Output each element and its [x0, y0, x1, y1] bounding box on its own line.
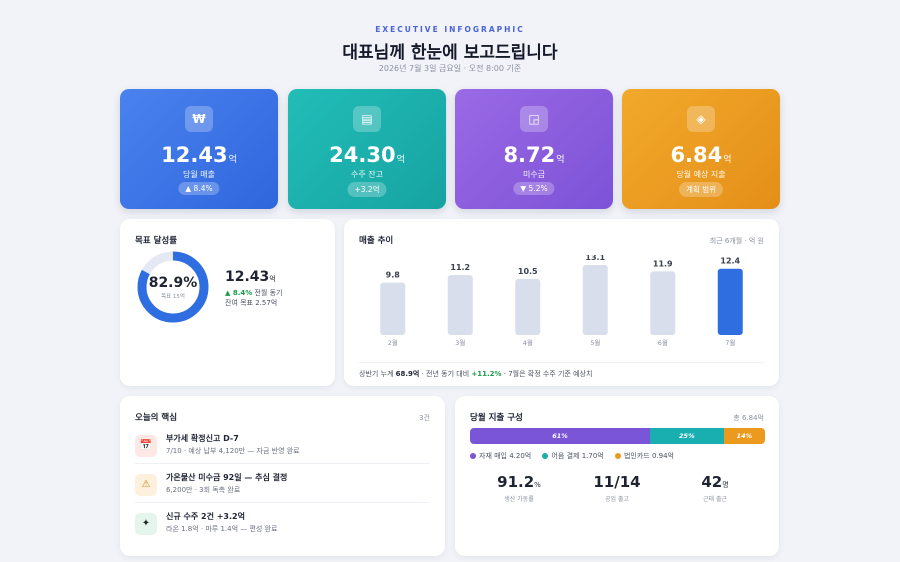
divider [135, 502, 430, 503]
bar-value-label: 11.2 [450, 263, 470, 272]
kpi-value: 12.43억 [161, 143, 237, 167]
goal-card: 목표 달성률 82.9% 목표 15억 12.43억 ▲ 8.4% 전월 동기 … [120, 219, 335, 386]
highlights-count: 3건 [419, 414, 430, 422]
kpi-card-backlog[interactable]: ▤ 24.30억 수주 잔고 +3.2억 [288, 89, 446, 209]
bar-value-label: 11.9 [653, 259, 673, 268]
goal-change: ▲ 8.4% 전월 동기 [225, 289, 283, 297]
kpi-badge: ▼ 5.2% [513, 182, 555, 195]
highlight-title: 가온물산 미수금 92일 — 추심 결정 [166, 473, 288, 482]
trend-note: 최근 6개월 · 억 원 [709, 237, 764, 245]
kpi-badge: +3.2억 [347, 182, 387, 197]
expense-segment: 61% [470, 428, 650, 444]
kpi-card-receivable[interactable]: ◲ 8.72억 미수금 ▼ 5.2% [455, 89, 613, 209]
page-title: 대표님께 한눈에 보고드립니다 [342, 43, 558, 63]
highlight-item[interactable]: ⚠ 가온물산 미수금 92일 — 추심 결정 6,200만 · 3회 독촉 완료 [135, 471, 430, 509]
calendar-icon: 📅 [135, 435, 157, 457]
sparkle-icon: ✦ [135, 513, 157, 535]
goal-remaining: 잔여 목표 2.57억 [225, 299, 278, 307]
bar-value-label: 12.4 [720, 257, 740, 266]
stat-attendance: 42명 근태 출근 [701, 473, 729, 503]
stat-shipping: 11/14 공임 출고 [593, 473, 641, 503]
stat-utilization: 91.2% 생산 가동률 [497, 473, 541, 503]
goal-value: 12.43억 [225, 269, 276, 285]
kpi-label: 미수금 [522, 170, 546, 179]
receivable-icon: ◲ [520, 106, 548, 132]
bar-value-label: 10.5 [518, 267, 538, 276]
revenue-trend-card: 매출 추이 최근 6개월 · 억 원 9.8 2월 11.2 3월 10.5 4월 13.1… [344, 219, 779, 386]
kpi-label: 수주 잔고 [351, 170, 383, 179]
goal-donut-arc [137, 251, 209, 323]
highlight-title: 부가세 확정신고 D-7 [166, 434, 239, 443]
legend-item: 법인카드 0.94억 [614, 452, 674, 460]
highlight-sub: 6,200만 · 3회 독촉 완료 [166, 486, 241, 494]
kpi-value: 8.72억 [503, 143, 565, 167]
highlights-card: 오늘의 핵심 3건 📅 부가세 확정신고 D-7 7/10 · 예상 납부 4,… [120, 396, 445, 556]
legend-item: 어음 결제 1.70억 [542, 452, 604, 460]
expense-total: 총 6.84억 [733, 414, 764, 422]
bar-4월[interactable] [515, 278, 541, 335]
x-tick-label: 5월 [590, 338, 600, 347]
kpi-label: 당월 예상 지출 [676, 170, 726, 179]
highlights-title: 오늘의 핵심 [135, 413, 178, 423]
expense-segment: 14% [723, 428, 765, 444]
page-subtitle: 2026년 7월 3일 금요일 · 오전 8:00 기준 [378, 64, 522, 73]
bar-value-label: 9.8 [386, 271, 401, 280]
legend-item: 자재 매입 4.20억 [470, 452, 531, 460]
x-tick-label: 4월 [523, 338, 533, 347]
trend-footer: 상반기 누계 68.9억 · 전년 동기 대비 +11.2% · 7월은 확정 … [359, 362, 764, 379]
legend-dot [470, 453, 476, 459]
revenue-bar-chart: 9.8 2월 11.2 3월 10.5 4월 13.1 5월 11.9 6월 12.4 7월 [380, 255, 743, 347]
divider [135, 463, 430, 464]
highlight-sub: 7/10 · 예상 납부 4,120만 — 자금 반영 완료 [166, 447, 300, 455]
kpi-badge: 계획 범위 [679, 182, 723, 197]
kpi-label: 당월 매출 [183, 170, 215, 179]
bar-3월[interactable] [447, 275, 473, 335]
x-tick-label: 7월 [725, 338, 735, 347]
expense-legend: 자재 매입 4.20억 어음 결제 1.70억 법인카드 0.94억 [470, 451, 683, 461]
kpi-card-revenue[interactable]: ₩ 12.43억 당월 매출 ▲ 8.4% [120, 89, 278, 209]
header-kicker: EXECUTIVE INFOGRAPHIC [375, 25, 525, 34]
goal-title: 목표 달성률 [135, 236, 178, 246]
bar-value-label: 13.1 [585, 255, 605, 262]
kpi-badge: ▲ 8.4% [178, 182, 220, 195]
highlight-item[interactable]: ✦ 신규 수주 2건 +3.2억 라온 1.8억 · 마루 1.4억 — 편성 … [135, 510, 430, 548]
backlog-icon: ▤ [353, 106, 381, 132]
expense-icon: ◈ [687, 106, 715, 132]
goal-percent: 82.9% [148, 275, 198, 291]
bar-6월[interactable] [650, 271, 676, 335]
expense-segment: 25% [649, 428, 724, 444]
bar-5월[interactable] [582, 265, 608, 335]
expense-card: 당월 지출 구성 총 6.84억 61% 25% 14% 자재 매입 4.20억… [455, 396, 779, 556]
x-tick-label: 2월 [388, 338, 398, 347]
goal-target: 목표 15억 [161, 294, 185, 300]
kpi-card-expense[interactable]: ◈ 6.84억 당월 예상 지출 계획 범위 [622, 89, 780, 209]
goal-donut [137, 251, 209, 323]
legend-dot [614, 453, 621, 459]
highlight-title: 신규 수주 2건 +3.2억 [166, 512, 245, 521]
x-tick-label: 6월 [658, 338, 668, 347]
legend-dot [542, 453, 549, 459]
bar-2월[interactable] [380, 282, 406, 335]
x-tick-label: 3월 [455, 338, 465, 347]
won-icon: ₩ [185, 106, 213, 132]
expense-title: 당월 지출 구성 [470, 413, 523, 423]
highlight-item[interactable]: 📅 부가세 확정신고 D-7 7/10 · 예상 납부 4,120만 — 자금 … [135, 432, 430, 470]
expense-stacked-bar: 61% 25% 14% [470, 428, 765, 444]
bar-7월[interactable] [717, 268, 743, 335]
highlight-sub: 라온 1.8억 · 마루 1.4억 — 편성 완료 [166, 525, 278, 533]
kpi-value: 24.30억 [329, 143, 405, 167]
warning-icon: ⚠ [135, 474, 157, 496]
kpi-value: 6.84억 [670, 143, 732, 167]
trend-title: 매출 추이 [359, 236, 394, 246]
